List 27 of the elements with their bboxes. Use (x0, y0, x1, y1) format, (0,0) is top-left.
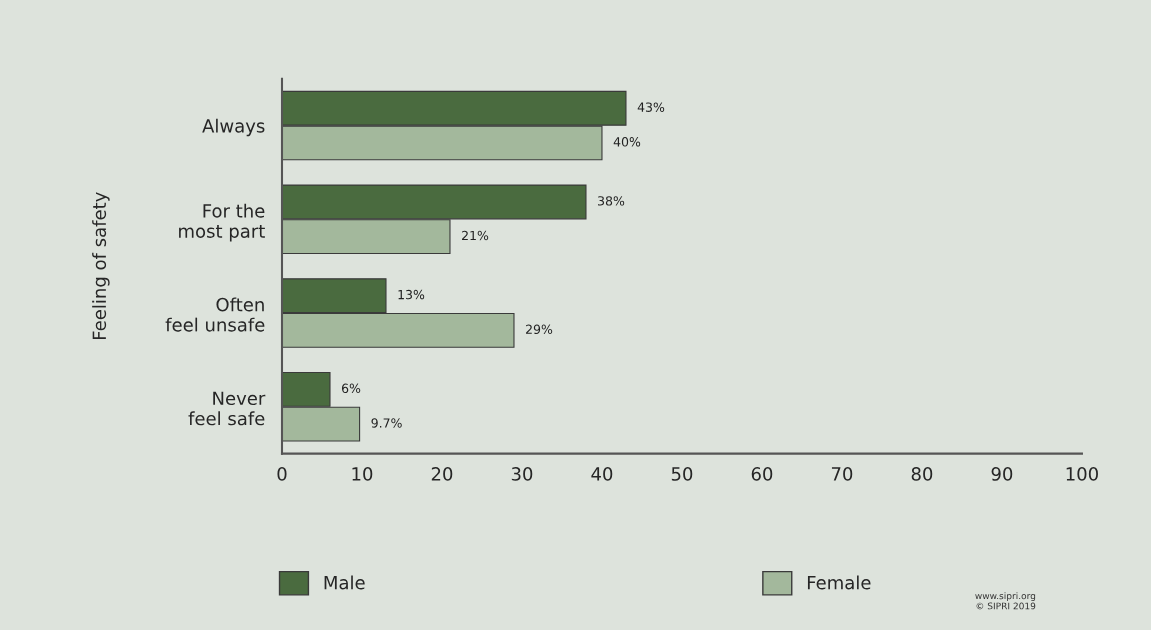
x-tick-label: 80 (911, 467, 933, 481)
x-tick-label: 30 (511, 467, 533, 481)
y-tick-label: Often feel unsafe (165, 297, 265, 332)
data-label: 6% (341, 383, 361, 394)
y-tick-label: For the most part (179, 203, 265, 242)
x-tick-label: 10 (352, 467, 373, 481)
data-label: 38% (598, 196, 625, 206)
x-tick-label: 70 (831, 467, 853, 481)
legend-label: Female (807, 575, 871, 590)
data-label: 40% (613, 137, 641, 147)
y-tick-label: Never feel safe (188, 391, 266, 426)
x-tick-label: 20 (431, 467, 453, 481)
x-tick-label: 0 (277, 467, 287, 481)
y-tick-label: Always (202, 118, 265, 137)
data-label: 21% (462, 230, 489, 241)
data-label: 13% (398, 289, 425, 300)
y-axis-title: Feeling of safety (92, 192, 110, 339)
data-label: 29% (526, 324, 553, 334)
legend-label: Male (324, 575, 365, 590)
x-tick-label: 40 (591, 467, 613, 481)
text: www.sipri.org © SIPRI 2019 (975, 592, 1036, 610)
data-label: 9.7% (371, 418, 402, 428)
data-label: 43% (637, 102, 665, 112)
x-tick-label: 60 (751, 467, 773, 481)
x-tick-label: 100 (1066, 467, 1098, 481)
x-tick-label: 90 (991, 467, 1013, 481)
x-tick-label: 50 (671, 467, 693, 481)
